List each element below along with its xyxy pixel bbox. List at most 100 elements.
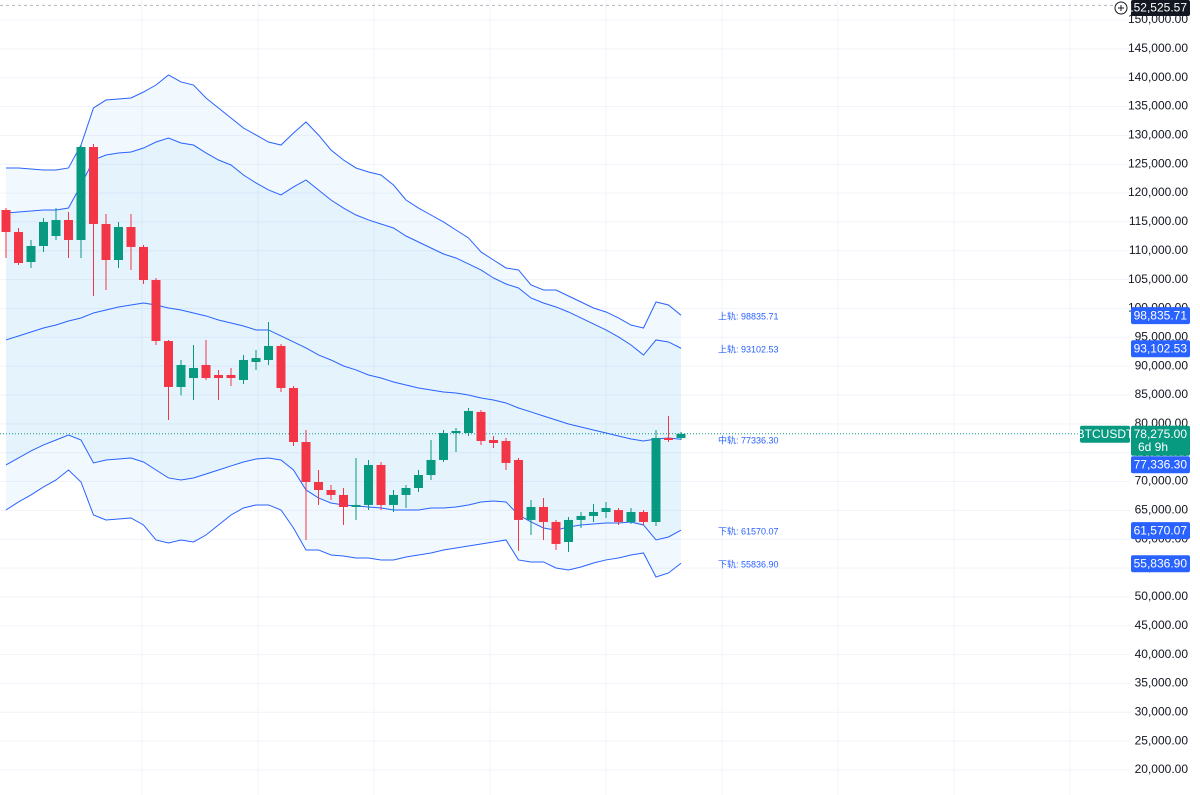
candle-body: [351, 504, 361, 507]
candle-body: [26, 245, 36, 263]
candle-body: [576, 515, 586, 520]
candle-body: [126, 227, 136, 247]
band-label: 上轨: 93102.53: [718, 344, 779, 355]
candle-body: [326, 490, 336, 495]
symbol-tag-text: BTCUSDT: [1077, 427, 1134, 441]
candle-body: [526, 506, 536, 520]
candles: [1, 144, 686, 552]
y-tick-label: 95,000.00: [1135, 329, 1189, 343]
candle-body: [289, 388, 298, 443]
countdown-text: 6d 9h: [1138, 440, 1168, 454]
price-tags: 98,835.71 93,102.53 61,570.07 55,836.90 BTCU…: [1077, 0, 1190, 573]
candle-body: [364, 464, 373, 505]
y-tick-label: 35,000.00: [1135, 676, 1189, 690]
candle-body: [339, 494, 348, 507]
candle-body: [401, 487, 411, 495]
band-fill-outer: [6, 74, 681, 577]
candle-body: [51, 220, 61, 237]
candle-body: [414, 475, 423, 488]
candle-body: [276, 345, 286, 389]
candle-body: [626, 511, 636, 522]
y-tick-label: 145,000.00: [1128, 41, 1188, 55]
candle-body: [89, 146, 98, 225]
candle-body: [439, 433, 448, 460]
candle-body: [539, 506, 548, 522]
y-tick-label: 115,000.00: [1129, 214, 1188, 228]
candle-body: [664, 437, 673, 440]
candle-body: [489, 439, 498, 443]
band-line: [6, 74, 682, 329]
last-price-tag-text: 78,275.00: [1134, 427, 1188, 441]
candle-body: [601, 508, 611, 512]
candle-body: [226, 374, 236, 379]
candle-body: [189, 367, 198, 379]
candle-body: [301, 442, 311, 482]
y-tick-label: 50,000.00: [1135, 589, 1189, 603]
candle-body: [464, 410, 473, 434]
candle-body: [214, 374, 223, 379]
band-label: 下轨: 61570.07: [718, 526, 779, 537]
y-tick-label: 125,000.00: [1128, 156, 1188, 170]
y-tick-label: 105,000.00: [1128, 272, 1188, 286]
y-tick-label: 110,000.00: [1129, 243, 1188, 257]
candle-body: [514, 459, 523, 520]
candle-body: [151, 280, 161, 341]
band-price-tag: [1131, 340, 1190, 358]
bands: 上轨: 98835.71 上轨: 93102.53 中轨: 77336.30 下轨: …: [5, 74, 779, 578]
y-tick-label: 40,000.00: [1135, 647, 1189, 661]
y-tick-label: 70,000.00: [1135, 474, 1189, 488]
band-price-tag-text: 61,570.07: [1134, 523, 1188, 537]
y-tick-label: 20,000.00: [1135, 762, 1189, 776]
candle-body: [551, 521, 561, 544]
candle-body: [651, 437, 661, 522]
candle-body: [501, 440, 511, 463]
band-label: 下轨: 55836.90: [718, 559, 779, 570]
candle-body: [314, 481, 323, 491]
band-label: 中轨: 77336.30: [718, 435, 779, 446]
band-price-tag-text: 93,102.53: [1134, 341, 1188, 355]
candle-body: [39, 221, 48, 246]
symbol-tag: [1080, 425, 1130, 443]
band-fill-inner: [6, 137, 681, 540]
y-tick-label: 45,000.00: [1135, 618, 1189, 632]
candle-body: [376, 464, 386, 505]
candle-body: [676, 433, 686, 438]
candle-body: [14, 232, 23, 263]
candle-body: [389, 494, 398, 505]
candle-body: [589, 511, 598, 516]
y-tick-label: 130,000.00: [1128, 128, 1188, 142]
candle-body: [201, 364, 211, 379]
candle-body: [1, 209, 11, 233]
y-tick-label: 90,000.00: [1135, 358, 1189, 372]
candle-body: [564, 519, 573, 542]
candle-body: [426, 459, 436, 476]
band-price-tag: [1131, 522, 1190, 540]
y-tick-label: 140,000.00: [1128, 70, 1188, 84]
band-line: [5, 469, 682, 578]
high-marker-tag-text: 152,525.57: [1127, 1, 1187, 15]
y-tick-label: 135,000.00: [1128, 99, 1188, 113]
candle-body: [139, 246, 148, 281]
band-price-tag: [1131, 307, 1190, 325]
band-price-tag-text: 98,835.71: [1134, 308, 1188, 322]
candle-body: [76, 146, 86, 240]
band-line: [5, 302, 682, 442]
band-label: 上轨: 98835.71: [718, 311, 779, 322]
candle-body: [114, 227, 123, 261]
candle-body: [101, 224, 111, 261]
candle-body: [164, 340, 173, 387]
last-price-tag: [1131, 425, 1190, 456]
candle-body: [251, 358, 261, 362]
candle-body: [476, 411, 486, 441]
candle-body: [176, 364, 186, 387]
band-price-tag: [1131, 555, 1190, 573]
candle-body: [639, 511, 648, 522]
high-marker-tag: [1131, 0, 1190, 16]
band-price-tag: [1131, 456, 1190, 474]
y-tick-label: 25,000.00: [1135, 733, 1189, 747]
band-line: [5, 137, 682, 356]
candle-body: [264, 345, 273, 360]
candle-body: [239, 359, 248, 380]
band-price-tag-text: 55,836.90: [1134, 556, 1188, 570]
